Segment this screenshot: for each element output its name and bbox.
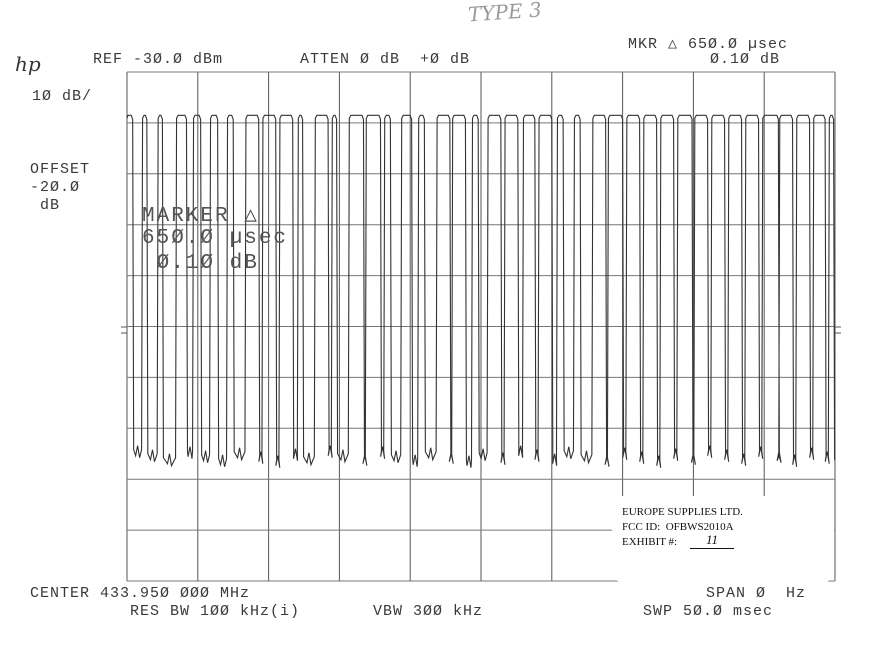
exhibit-stamp: EUROPE SUPPLIES LTD. FCC ID: OFBWS2010A … (612, 496, 834, 582)
marker-overlay-line2: 65Ø.Ø µsec (142, 227, 289, 250)
stamp-exhibit-label: EXHIBIT #: (622, 536, 678, 548)
pulse-trace (126, 114, 836, 468)
video-bandwidth: VBW 3ØØ kHz (373, 603, 484, 620)
pulse-mark (194, 115, 201, 453)
stamp-exhibit-value: 11 (690, 532, 734, 549)
resolution-bandwidth: RES BW 1ØØ kHz(i) (130, 603, 301, 620)
pulse-mark (780, 115, 793, 453)
pulse-mark (332, 115, 336, 453)
offset-label: OFFSET (30, 161, 91, 178)
pulse-mark (557, 115, 563, 453)
pulse-mark (505, 115, 518, 453)
pulse-mark (402, 115, 412, 453)
pulse-mark (574, 115, 580, 453)
ref-level: REF -3Ø.Ø dBm (93, 51, 224, 68)
pulse-mark (246, 115, 259, 453)
pulse-mark (158, 115, 162, 453)
pulse-mark (228, 115, 234, 453)
pulse-mark (729, 115, 742, 453)
marker-overlay-line3: Ø.1Ø dB (142, 252, 259, 275)
stamp-fcc-id: FCC ID: OFBWS2010A (622, 521, 734, 533)
pulse-mark (366, 115, 380, 453)
pulse-mark (678, 115, 692, 453)
pulse-mark (627, 115, 640, 453)
pulse-mark (712, 115, 725, 453)
hp-logo: hp (15, 52, 41, 76)
span: SPAN Ø Hz (706, 585, 807, 602)
pulse-mark (797, 115, 810, 453)
pulse-mark (385, 115, 391, 453)
marker-readout-level: Ø.1Ø dB (710, 51, 781, 68)
pulse-mark (488, 115, 501, 453)
marker-overlay-line1: MARKER △ (142, 205, 259, 228)
pulse-mark (211, 115, 218, 453)
pulse-mark (177, 115, 187, 453)
attenuation: ATTEN Ø dB +Ø dB (300, 51, 471, 68)
pulse-mark (127, 115, 133, 453)
pulse-mark (661, 115, 674, 453)
marker-readout-time: MKR △ 65Ø.Ø µsec (628, 36, 789, 53)
pulse-mark (315, 115, 328, 453)
pulse-mark (453, 115, 466, 453)
pulse-mark (746, 115, 759, 453)
pulse-mark (593, 115, 606, 453)
offset-unit: dB (40, 197, 61, 214)
sweep-time: SWP 5Ø.Ø msec (643, 603, 774, 620)
pulse-mark (349, 115, 363, 453)
pulse-mark (644, 115, 657, 453)
scale-label: 1Ø dB/ (32, 88, 93, 105)
center-frequency: CENTER 433.95Ø ØØØ MHz (30, 585, 251, 602)
pulse-mark (539, 115, 552, 453)
stamp-company: EUROPE SUPPLIES LTD. (622, 506, 743, 518)
pulse-mark (298, 115, 302, 453)
trace-group (126, 114, 836, 468)
pulse-mark (695, 115, 708, 453)
pulse-mark (263, 115, 276, 453)
pulse-mark (437, 115, 450, 453)
pulse-mark (829, 115, 833, 453)
offset-value: -2Ø.Ø (30, 179, 81, 196)
pulse-mark (763, 115, 779, 453)
pulse-mark (523, 115, 534, 453)
pulse-mark (419, 115, 425, 453)
pulse-mark (143, 115, 147, 453)
pulse-mark (608, 115, 622, 453)
pulse-mark (280, 115, 293, 453)
pulse-mark (814, 115, 825, 453)
pulse-mark (473, 115, 479, 453)
